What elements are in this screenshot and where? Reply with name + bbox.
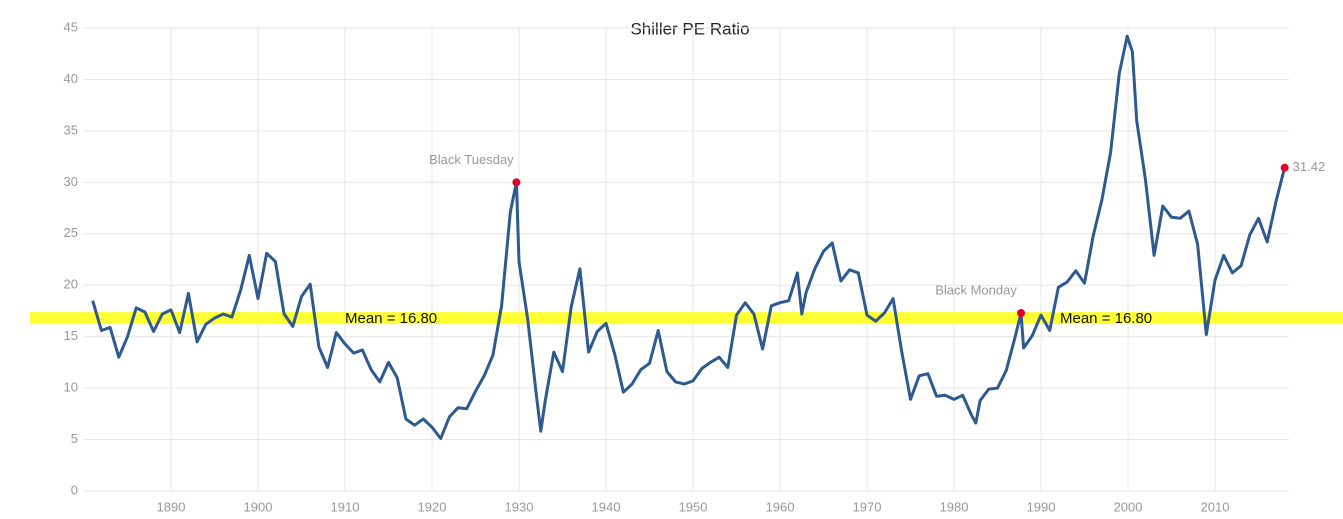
y-tick-label: 40 [64,71,78,86]
x-tick-label: 1950 [679,499,708,514]
x-tick-label: 1970 [853,499,882,514]
y-tick-label: 15 [64,328,78,343]
x-tick-label: 2000 [1114,499,1143,514]
y-tick-label: 5 [71,431,78,446]
y-tick-label: 10 [64,380,78,395]
line [91,34,1287,440]
x-tick-label: 1910 [331,499,360,514]
annotation-label: Black Tuesday [429,152,514,167]
x-tick-label: 1900 [244,499,273,514]
y-tick-label: 35 [64,122,78,137]
mean-label: Mean = 16.80 [345,310,437,327]
x-tick-label: 1920 [418,499,447,514]
x-tick-label: 1990 [1027,499,1056,514]
y-tick-label: 0 [71,482,78,497]
y-tick-label: 20 [64,277,78,292]
chart-title: Shiller PE Ratio [630,19,749,38]
value-label: 31.42 [1293,159,1326,174]
annotation-marker [512,178,521,187]
x-tick-label: 1930 [505,499,534,514]
mean-line [30,312,1343,325]
annotation-label: Black Monday [935,282,1017,297]
marker [1280,163,1289,172]
y-tick-label: 45 [64,19,78,34]
x-tick-label: 1940 [592,499,621,514]
x-tick-label: 1960 [766,499,795,514]
y-tick-label: 25 [64,225,78,240]
x-tick-label: 1890 [157,499,186,514]
x-tick-label: 1980 [940,499,969,514]
x-tick-label: 2010 [1201,499,1230,514]
mean-label: Mean = 16.80 [1060,310,1152,327]
annotation-marker [1017,309,1026,318]
y-tick-label: 30 [64,174,78,189]
